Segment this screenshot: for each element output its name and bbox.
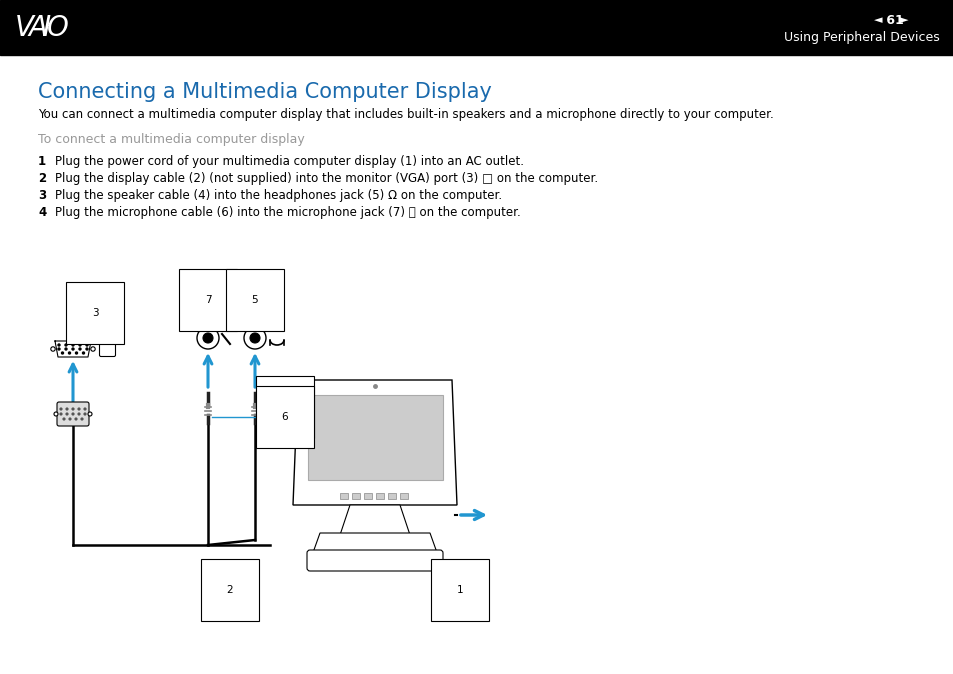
Circle shape xyxy=(196,327,219,349)
Circle shape xyxy=(81,418,83,420)
Circle shape xyxy=(60,413,62,415)
Circle shape xyxy=(250,333,260,343)
Circle shape xyxy=(78,408,80,410)
Circle shape xyxy=(71,344,74,346)
Circle shape xyxy=(60,408,62,410)
Circle shape xyxy=(82,352,85,354)
Circle shape xyxy=(66,408,68,410)
Circle shape xyxy=(75,418,77,420)
Text: 5: 5 xyxy=(252,295,258,305)
FancyBboxPatch shape xyxy=(57,402,89,426)
Text: Using Peripheral Devices: Using Peripheral Devices xyxy=(783,32,939,44)
Text: ►: ► xyxy=(899,15,907,25)
Circle shape xyxy=(54,412,58,416)
FancyBboxPatch shape xyxy=(99,340,115,357)
Polygon shape xyxy=(310,533,439,561)
Circle shape xyxy=(244,327,266,349)
Bar xyxy=(308,395,442,480)
Text: You can connect a multimedia computer display that includes built-in speakers an: You can connect a multimedia computer di… xyxy=(38,108,773,121)
Text: To connect a multimedia computer display: To connect a multimedia computer display xyxy=(38,133,304,146)
Text: Plug the microphone cable (6) into the microphone jack (7) ⨿ on the computer.: Plug the microphone cable (6) into the m… xyxy=(55,206,520,219)
Text: 4: 4 xyxy=(281,402,288,412)
Circle shape xyxy=(86,344,88,346)
Polygon shape xyxy=(293,380,456,505)
Bar xyxy=(388,493,395,499)
Text: 2: 2 xyxy=(38,172,46,185)
Text: Plug the speaker cable (4) into the headphones jack (5) Ω on the computer.: Plug the speaker cable (4) into the head… xyxy=(55,189,501,202)
Circle shape xyxy=(88,412,91,416)
FancyBboxPatch shape xyxy=(307,550,442,571)
Circle shape xyxy=(78,413,80,415)
Text: 7: 7 xyxy=(205,295,212,305)
Text: 61: 61 xyxy=(882,13,907,26)
Text: 4: 4 xyxy=(38,206,46,219)
Bar xyxy=(364,493,372,499)
Bar xyxy=(339,493,348,499)
Circle shape xyxy=(86,348,88,350)
Circle shape xyxy=(58,344,60,346)
Text: 6: 6 xyxy=(281,412,288,422)
Text: 3: 3 xyxy=(38,189,46,202)
Circle shape xyxy=(79,344,81,346)
Text: Connecting a Multimedia Computer Display: Connecting a Multimedia Computer Display xyxy=(38,82,492,102)
Bar xyxy=(0,0,953,55)
Text: ◄: ◄ xyxy=(873,15,882,25)
Text: 3: 3 xyxy=(91,308,98,318)
Circle shape xyxy=(72,408,73,410)
Circle shape xyxy=(51,347,55,351)
Circle shape xyxy=(58,348,60,350)
Circle shape xyxy=(79,348,81,350)
Bar xyxy=(352,493,359,499)
Circle shape xyxy=(61,352,64,354)
Circle shape xyxy=(203,333,213,343)
Polygon shape xyxy=(339,505,410,535)
Circle shape xyxy=(91,347,95,351)
Text: Plug the power cord of your multimedia computer display (1) into an AC outlet.: Plug the power cord of your multimedia c… xyxy=(55,155,523,168)
Text: 1: 1 xyxy=(456,585,463,595)
Circle shape xyxy=(84,413,86,415)
Bar xyxy=(399,493,408,499)
Circle shape xyxy=(71,348,74,350)
Text: Plug the display cable (2) (not supplied) into the monitor (VGA) port (3) □ on t: Plug the display cable (2) (not supplied… xyxy=(55,172,598,185)
Circle shape xyxy=(69,418,71,420)
Circle shape xyxy=(63,418,65,420)
Circle shape xyxy=(72,413,73,415)
Circle shape xyxy=(75,352,77,354)
Text: $\bf{\it{V\!A\!I\!O}}$: $\bf{\it{V\!A\!I\!O}}$ xyxy=(14,14,70,42)
Circle shape xyxy=(65,344,67,346)
Text: 2: 2 xyxy=(227,585,233,595)
Text: 1: 1 xyxy=(38,155,46,168)
Bar xyxy=(375,493,384,499)
Circle shape xyxy=(65,348,67,350)
Circle shape xyxy=(69,352,71,354)
Circle shape xyxy=(66,413,68,415)
Circle shape xyxy=(84,408,86,410)
